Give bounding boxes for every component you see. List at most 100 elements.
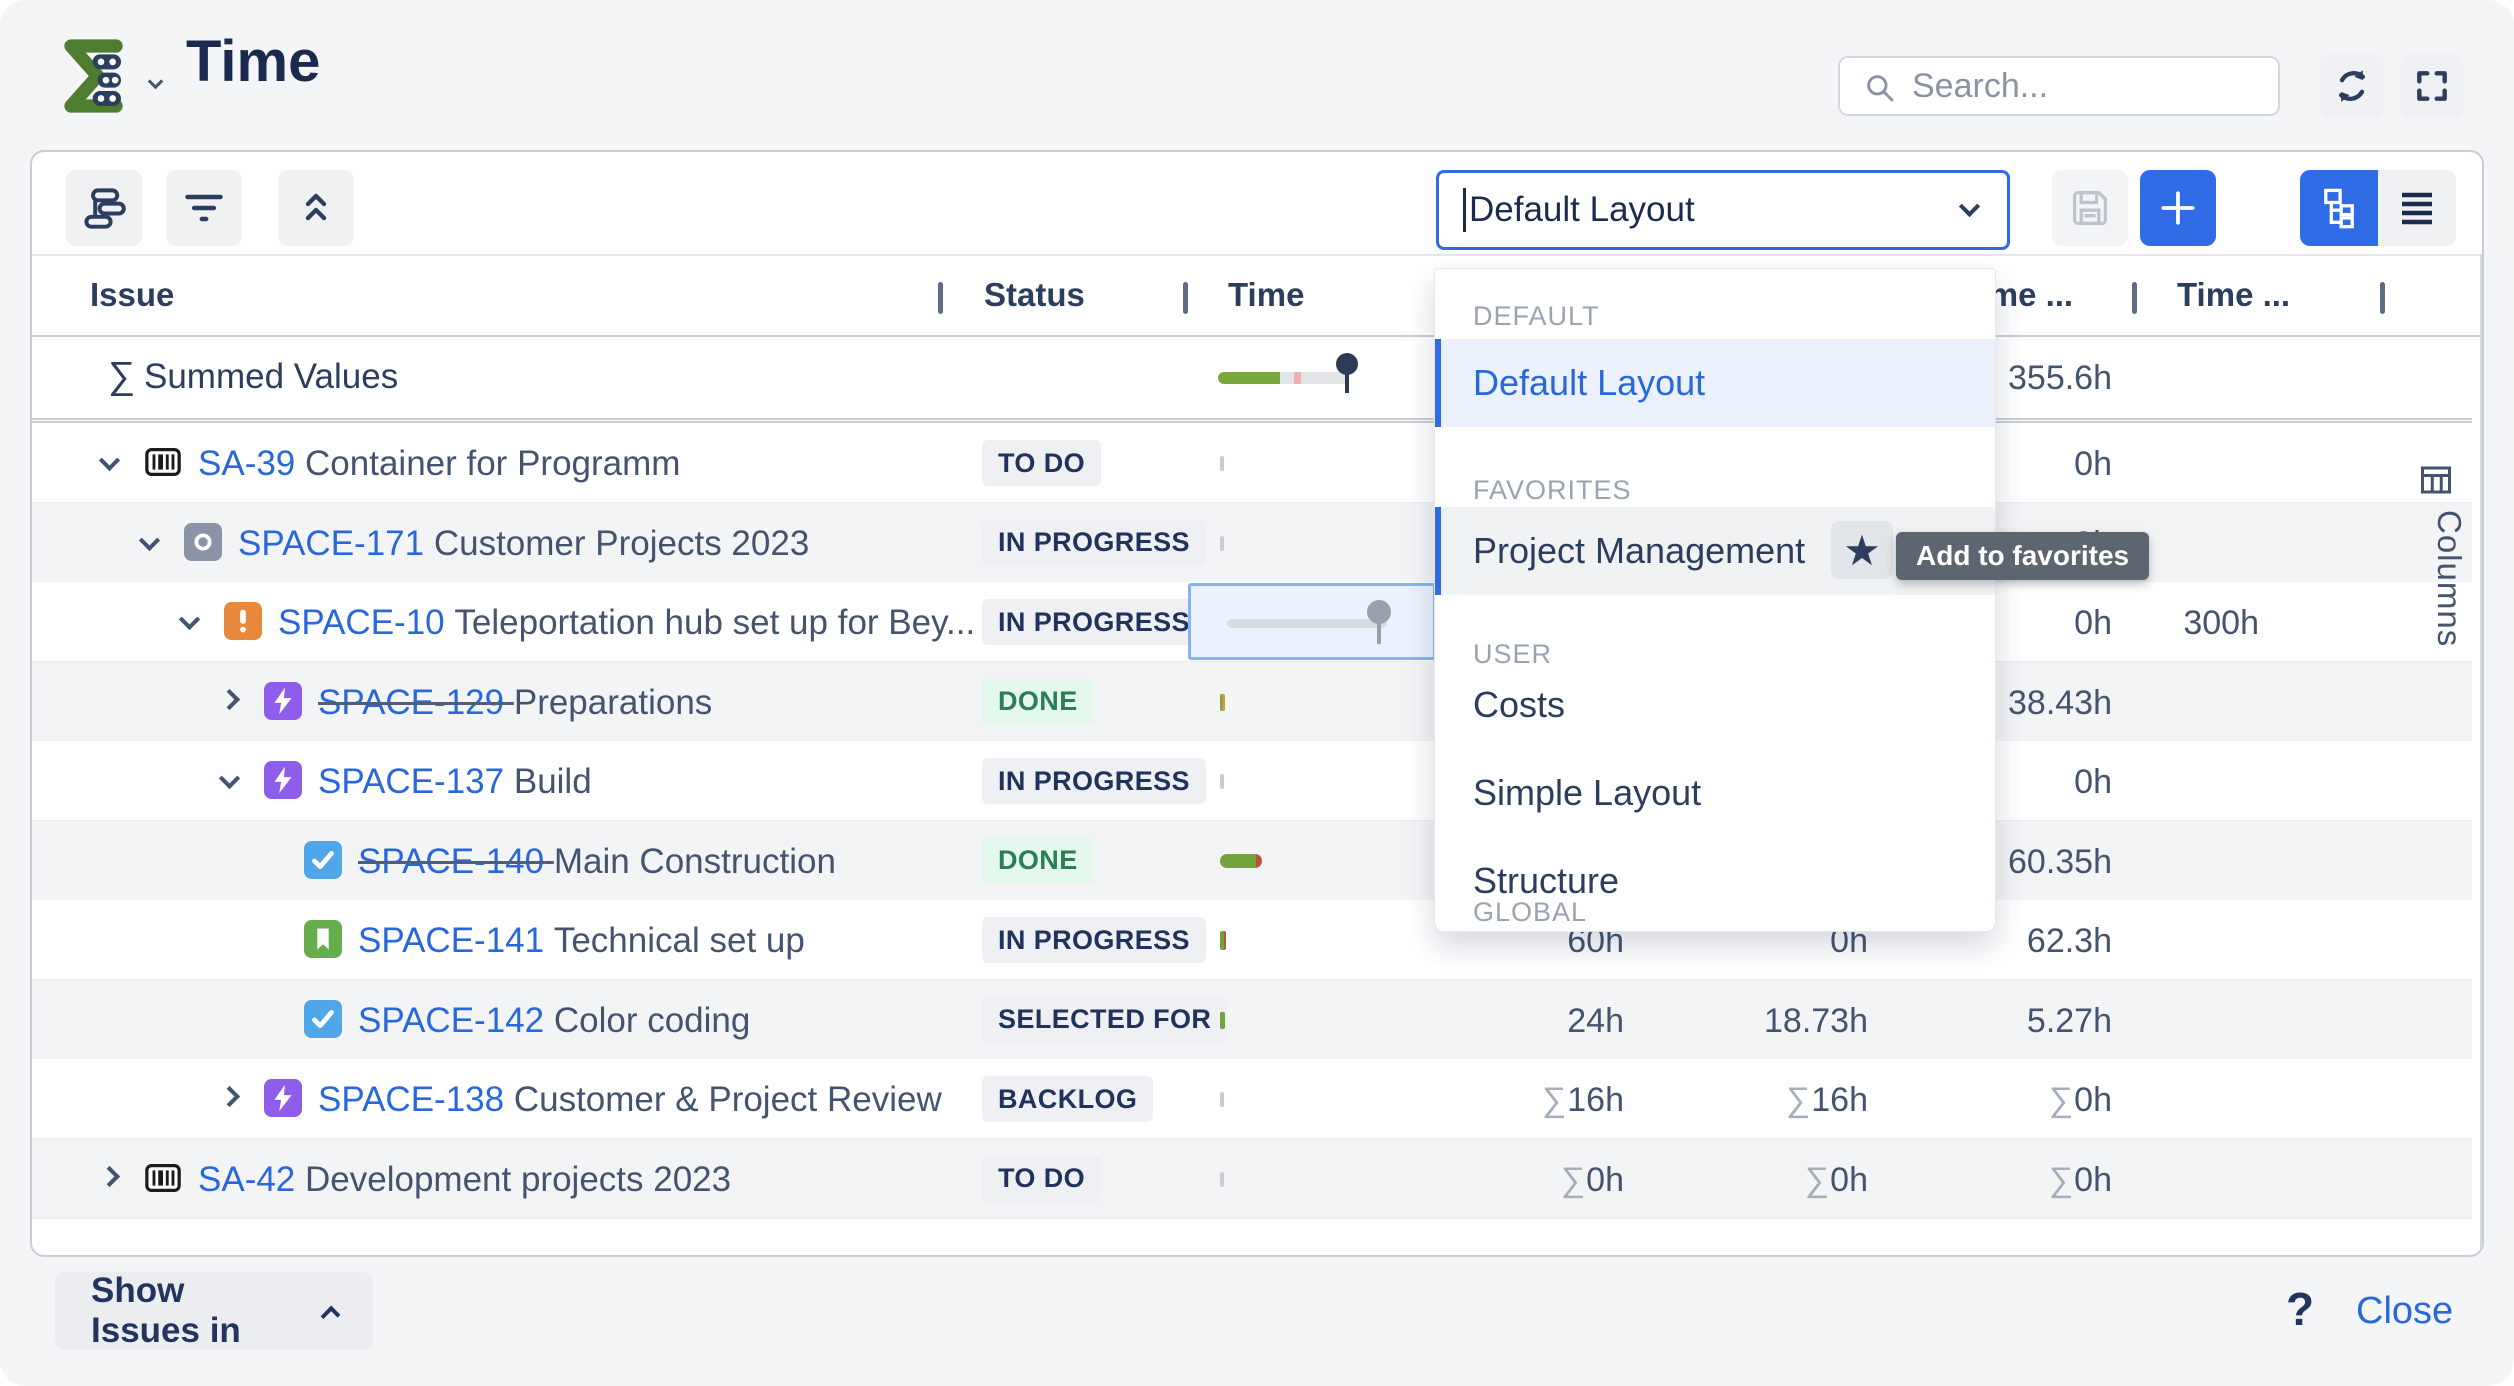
group-by-button[interactable] bbox=[66, 170, 142, 246]
search-box[interactable] bbox=[1838, 56, 2280, 116]
sidebar-divider bbox=[2480, 254, 2482, 1255]
issue-row-sa-39[interactable]: SA-39 Container for Programm TO DO 0h bbox=[32, 423, 2472, 503]
close-link[interactable]: Close bbox=[2356, 1290, 2454, 1332]
status-badge: IN PROGRESS bbox=[982, 917, 1206, 963]
column-header-issue[interactable]: Issue bbox=[90, 276, 175, 313]
issue-type-bookmark-icon bbox=[304, 920, 342, 958]
slider-pin-icon[interactable] bbox=[1367, 600, 1391, 624]
refresh-button[interactable] bbox=[2320, 54, 2384, 118]
issue-summary: Container for Programm bbox=[305, 444, 681, 483]
issue-key[interactable]: SA-42 Development projects 2023 bbox=[198, 1159, 732, 1199]
column-header-time[interactable]: Time ... bbox=[2177, 276, 2291, 313]
menu-item-costs[interactable]: Costs bbox=[1473, 684, 1566, 725]
expander-down-icon[interactable] bbox=[98, 449, 121, 473]
summed-values-row[interactable]: ∑ Summed Values 355.6h bbox=[32, 337, 2472, 418]
expander-right-icon[interactable] bbox=[98, 1165, 121, 1189]
time-value: ∑0h bbox=[2048, 1160, 2112, 1199]
expander-down-icon[interactable] bbox=[218, 767, 241, 791]
status-badge: SELECTED FOR bbox=[982, 996, 1228, 1043]
time-value: ∑0h bbox=[1560, 1160, 1624, 1199]
issue-key[interactable]: SPACE-129 Preparations bbox=[318, 682, 713, 722]
help-button[interactable]: ? bbox=[2286, 1283, 2315, 1335]
time-value: 0h bbox=[2074, 763, 2112, 801]
time-cell-selected[interactable] bbox=[1188, 583, 1436, 660]
issue-key[interactable]: SPACE-171 Customer Projects 2023 bbox=[238, 523, 810, 563]
app-logo-icon bbox=[64, 39, 123, 113]
expander-right-icon[interactable] bbox=[218, 1085, 241, 1109]
issue-row-space-129[interactable]: SPACE-129 Preparations DONE 38.43h bbox=[32, 661, 2472, 742]
app-switcher-chevron-icon[interactable] bbox=[147, 73, 164, 90]
status-badge: TO DO bbox=[982, 440, 1102, 486]
add-to-favorites-tooltip: Add to favorites bbox=[1896, 532, 2150, 580]
issue-type-task-icon bbox=[304, 999, 342, 1038]
show-issues-label: Show Issues in bbox=[91, 1271, 241, 1350]
column-resize-handle[interactable] bbox=[938, 282, 943, 314]
app-header: Time bbox=[0, 0, 2514, 150]
status-badge: IN PROGRESS bbox=[982, 758, 1206, 804]
issue-summary: Customer Projects 2023 bbox=[433, 523, 810, 563]
save-button[interactable] bbox=[2052, 170, 2128, 246]
add-to-favorites-button[interactable]: ★ bbox=[1831, 521, 1893, 579]
issue-type-alert-icon bbox=[224, 602, 262, 640]
time-value: 62.3h bbox=[2026, 922, 2112, 960]
menu-item-default-layout[interactable]: Default Layout bbox=[1435, 339, 1995, 427]
layout-select[interactable]: Default Layout bbox=[1436, 170, 2010, 250]
tree-view-button[interactable] bbox=[2300, 170, 2378, 246]
issue-key[interactable]: SPACE-141 Technical set up bbox=[358, 921, 805, 960]
time-tick bbox=[1220, 693, 1225, 711]
issue-row-space-138[interactable]: SPACE-138 Customer & Project Review BACKL… bbox=[32, 1059, 2472, 1139]
collapse-all-button[interactable] bbox=[278, 170, 354, 246]
menu-item-structure[interactable]: Structure bbox=[1473, 860, 1620, 901]
fullscreen-button[interactable] bbox=[2400, 54, 2464, 118]
issue-key[interactable]: SPACE-142 Color coding bbox=[358, 1000, 751, 1040]
issue-row-space-142[interactable]: SPACE-142 Color coding SELECTED FOR 24h 18.… bbox=[32, 979, 2472, 1060]
add-button[interactable] bbox=[2140, 170, 2216, 246]
menu-section-label: DEFAULT bbox=[1473, 301, 1600, 331]
time-slider-track[interactable] bbox=[1227, 619, 1387, 628]
column-header-time[interactable]: Time bbox=[1228, 276, 1305, 313]
issue-key[interactable]: SPACE-137 Build bbox=[318, 762, 592, 801]
issue-row-space-10[interactable]: SPACE-10 Teleportation hub set up for Be… bbox=[32, 582, 2472, 662]
issue-row-space-141[interactable]: SPACE-141 Technical set up IN PROGRESS 60h… bbox=[32, 900, 2472, 980]
column-resize-handle[interactable] bbox=[2380, 282, 2385, 314]
summed-values-label: Summed Values bbox=[144, 357, 399, 396]
issue-row-space-140[interactable]: SPACE-140 Main Construction DONE 60.35h bbox=[32, 820, 2472, 901]
menu-item-simple-layout[interactable]: Simple Layout bbox=[1473, 772, 1702, 813]
time-tick bbox=[1220, 774, 1224, 789]
issue-summary: Development projects 2023 bbox=[305, 1159, 732, 1199]
column-resize-handle[interactable] bbox=[2132, 282, 2137, 314]
status-badge: IN PROGRESS bbox=[982, 519, 1206, 566]
issue-key[interactable]: SPACE-138 Customer & Project Review bbox=[318, 1080, 942, 1119]
time-tick bbox=[1220, 1171, 1224, 1187]
columns-sidebar-tab[interactable]: Columns bbox=[2376, 254, 2482, 1255]
filter-icon bbox=[185, 194, 223, 222]
time-tick bbox=[1220, 931, 1226, 950]
issue-row-sa-42[interactable]: SA-42 Development projects 2023 TO DO ∑0h ∑… bbox=[32, 1138, 2472, 1219]
issue-key[interactable]: SPACE-140 Main Construction bbox=[358, 841, 836, 881]
column-resize-handle[interactable] bbox=[1183, 282, 1188, 314]
list-view-icon bbox=[2402, 192, 2432, 225]
time-value: 60.35h bbox=[2008, 842, 2112, 881]
layout-menu: DEFAULT Default Layout FAVORITES Project Ma… bbox=[1434, 268, 1996, 932]
issue-key[interactable]: SA-39 Container for Programm bbox=[198, 444, 681, 483]
issue-key[interactable]: SPACE-10 Teleportation hub set up for Be… bbox=[278, 603, 976, 642]
expander-down-icon[interactable] bbox=[178, 608, 201, 632]
expander-right-icon[interactable] bbox=[218, 688, 241, 712]
issue-type-story-icon bbox=[264, 681, 302, 720]
issue-summary: Technical set up bbox=[553, 921, 805, 960]
chevron-up-icon bbox=[320, 1305, 341, 1325]
column-header-status[interactable]: Status bbox=[984, 276, 1085, 313]
issue-type-container-icon bbox=[144, 443, 182, 481]
issue-row-space-137[interactable]: SPACE-137 Build IN PROGRESS 0h bbox=[32, 741, 2472, 821]
expander-down-icon[interactable] bbox=[138, 529, 161, 553]
list-view-button[interactable] bbox=[2378, 170, 2456, 246]
time-value: ∑16h bbox=[1542, 1081, 1624, 1119]
plus-icon bbox=[2161, 191, 2195, 225]
time-value: ∑0h bbox=[1804, 1160, 1868, 1199]
search-input[interactable] bbox=[1910, 60, 2260, 112]
menu-section-label: FAVORITES bbox=[1473, 475, 1632, 505]
filter-button[interactable] bbox=[166, 170, 242, 246]
menu-item-project-management[interactable]: Project Management ★ bbox=[1435, 507, 1995, 595]
show-issues-in-button[interactable]: Show Issues in bbox=[55, 1271, 373, 1350]
